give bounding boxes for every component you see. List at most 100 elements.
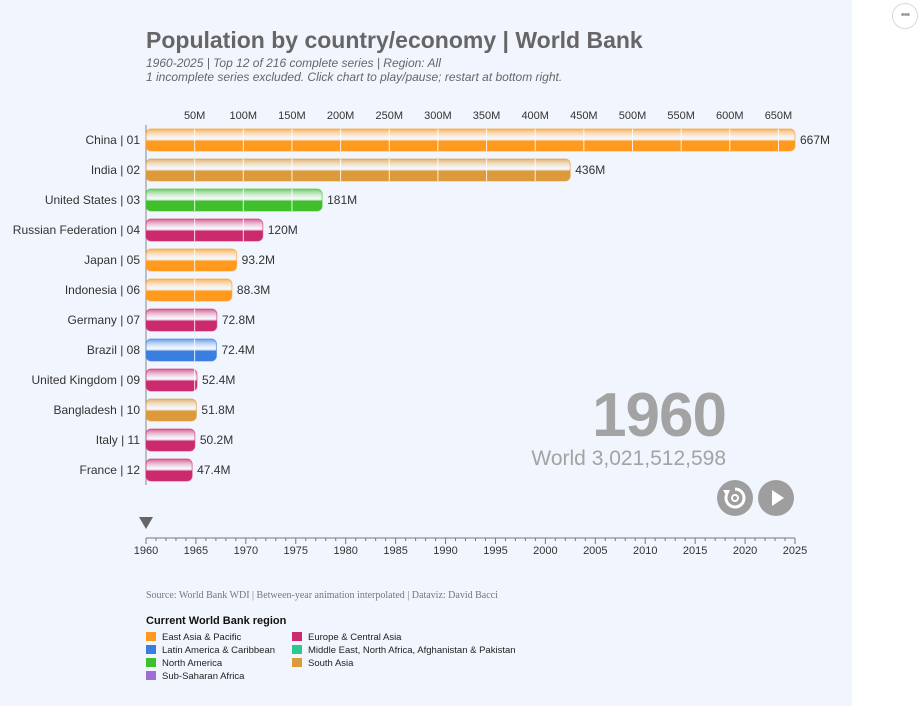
- bar[interactable]: [146, 189, 323, 211]
- bar[interactable]: [146, 159, 571, 181]
- legend-item[interactable]: Sub-Saharan Africa: [146, 671, 244, 682]
- legend-swatch: [146, 671, 156, 680]
- value-label: 72.8M: [222, 313, 255, 327]
- legend-swatch: [146, 658, 156, 667]
- category-label: Brazil | 08: [87, 343, 140, 357]
- category-label: Germany | 07: [68, 313, 141, 327]
- timeline-year-label: 1975: [284, 545, 308, 557]
- category-label: Italy | 11: [96, 433, 141, 447]
- legend-label: Middle East, North Africa, Afghanistan &…: [308, 645, 516, 656]
- category-label: United Kingdom | 09: [31, 373, 140, 387]
- legend-item[interactable]: North America: [146, 658, 222, 669]
- bar[interactable]: [146, 339, 217, 361]
- value-label: 436M: [575, 163, 605, 177]
- legend-label: North America: [162, 658, 223, 669]
- legend-swatch: [292, 658, 302, 667]
- timeline-handle[interactable]: [139, 517, 153, 529]
- value-label: 47.4M: [197, 463, 230, 477]
- value-label: 51.8M: [201, 403, 234, 417]
- legend-swatch: [146, 645, 156, 654]
- value-label: 50.2M: [200, 433, 233, 447]
- legend-item[interactable]: Europe & Central Asia: [292, 632, 401, 643]
- bar-outline: [145, 158, 571, 182]
- legend-title: Current World Bank region: [146, 615, 287, 627]
- chart-subtitle: 1960-2025 | Top 12 of 216 complete serie…: [146, 56, 441, 70]
- play-button[interactable]: [758, 480, 794, 516]
- legend-label: South Asia: [308, 658, 354, 669]
- x-tick-label: 550M: [667, 110, 695, 122]
- chart-panel[interactable]: Population by country/economy | World Ba…: [0, 0, 852, 706]
- legend-item[interactable]: East Asia & Pacific: [146, 632, 241, 643]
- bar[interactable]: [146, 399, 197, 421]
- timeline-year-label: 1990: [433, 545, 457, 557]
- bar[interactable]: [146, 429, 195, 451]
- x-tick-label: 650M: [765, 110, 793, 122]
- bar-outline: [145, 458, 193, 482]
- bar[interactable]: [146, 279, 232, 301]
- legend-label: Sub-Saharan Africa: [162, 671, 245, 682]
- bar-outline: [145, 428, 196, 452]
- bar[interactable]: [146, 249, 237, 271]
- bar-outline: [145, 188, 323, 212]
- bar-chart-race[interactable]: 50M 100M 150M 200M 250M 300M 350M 400M 450M 500M 5…: [0, 0, 852, 600]
- category-label: Russian Federation | 04: [13, 223, 141, 237]
- bar-outline: [145, 278, 233, 302]
- chart-note: 1 incomplete series excluded. Click char…: [146, 70, 563, 84]
- x-tick-label: 100M: [230, 110, 258, 122]
- timeline-year-label: 1985: [383, 545, 407, 557]
- legend-item[interactable]: Middle East, North Africa, Afghanistan &…: [292, 645, 516, 656]
- bar[interactable]: [146, 369, 197, 391]
- restart-icon: [723, 487, 746, 509]
- more-options-button[interactable]: •••: [892, 3, 918, 29]
- legend-item[interactable]: Latin America & Caribbean: [146, 645, 275, 656]
- timeline-year-label: 1970: [234, 545, 258, 557]
- category-label: France | 12: [80, 463, 141, 477]
- timeline-year-label: 1980: [333, 545, 357, 557]
- ellipsis-icon: •••: [900, 9, 911, 21]
- world-total: World 3,021,512,598: [531, 447, 726, 470]
- restart-button[interactable]: [717, 480, 753, 516]
- legend-item[interactable]: South Asia: [292, 658, 353, 669]
- x-tick-label: 500M: [619, 110, 647, 122]
- bar-outline: [145, 368, 198, 392]
- x-tick-label: 250M: [375, 110, 403, 122]
- x-tick-label: 300M: [424, 110, 452, 122]
- x-tick-label: 150M: [278, 110, 306, 122]
- category-label: Bangladesh | 10: [53, 403, 140, 417]
- bar-outline: [145, 308, 218, 332]
- legend-swatch: [292, 645, 302, 654]
- value-label: 181M: [327, 193, 357, 207]
- legend-swatch: [146, 632, 156, 641]
- bar[interactable]: [146, 219, 263, 241]
- category-label: Japan | 05: [84, 253, 140, 267]
- value-label: 88.3M: [237, 283, 270, 297]
- bar-outline: [145, 338, 217, 362]
- category-label: India | 02: [91, 163, 140, 177]
- x-tick-label: 400M: [521, 110, 549, 122]
- bar-outline: [145, 248, 238, 272]
- value-label: 93.2M: [242, 253, 275, 267]
- value-label: 120M: [268, 223, 298, 237]
- category-label: United States | 03: [45, 193, 141, 207]
- timeline-year-label: 2005: [583, 545, 607, 557]
- x-tick-label: 50M: [184, 110, 205, 122]
- timeline-year-label: 2000: [533, 545, 557, 557]
- x-tick-label: 200M: [327, 110, 355, 122]
- legend-label: Europe & Central Asia: [308, 632, 402, 643]
- legend-label: Latin America & Caribbean: [162, 645, 276, 656]
- x-tick-label: 450M: [570, 110, 598, 122]
- timeline-year-label: 2025: [783, 545, 807, 557]
- bar[interactable]: [146, 309, 217, 331]
- timeline-year-label: 1965: [184, 545, 208, 557]
- value-label: 72.4M: [221, 343, 254, 357]
- bar[interactable]: [146, 459, 193, 481]
- timeline-year-label: 2015: [683, 545, 707, 557]
- bar-outline: [145, 218, 264, 242]
- source-note: Source: World Bank WDI | Between-year an…: [146, 590, 498, 601]
- timeline-year-label: 2010: [633, 545, 657, 557]
- timeline-year-label: 1960: [134, 545, 158, 557]
- play-icon: [772, 490, 784, 506]
- category-label: Indonesia | 06: [65, 283, 141, 297]
- chart-title: Population by country/economy | World Ba…: [146, 27, 643, 53]
- current-year: 1960: [592, 381, 727, 450]
